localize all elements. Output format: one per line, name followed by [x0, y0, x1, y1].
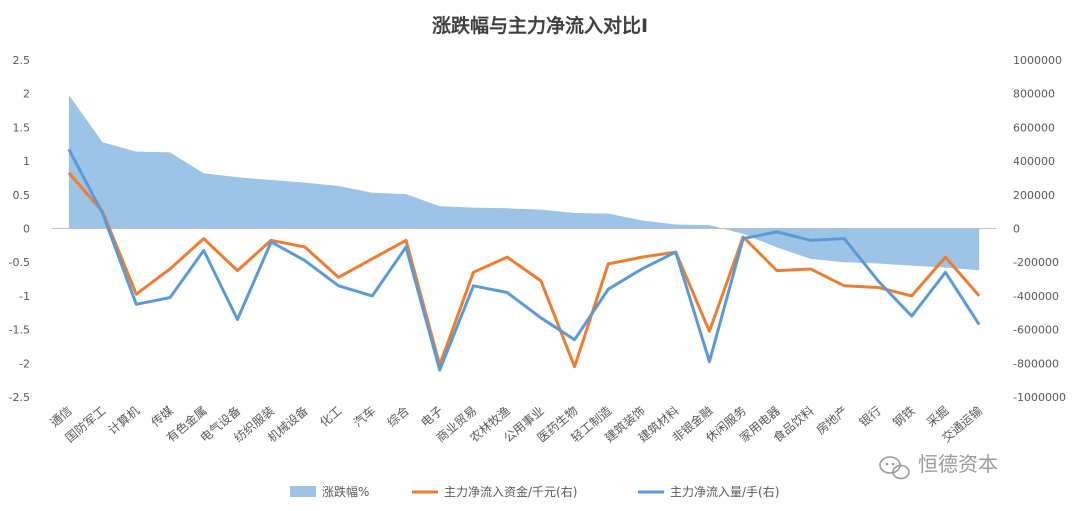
category-label: 钢铁	[890, 404, 917, 430]
left-axis-tick-label: 1	[23, 155, 30, 168]
category-label: 采掘	[923, 403, 951, 430]
chart-title: 涨跌幅与主力净流入对比I	[432, 14, 648, 37]
legend-swatch	[290, 486, 316, 497]
left-axis-tick-label: -1.5	[9, 324, 30, 337]
series-area-change-pct	[68, 95, 980, 271]
watermark-text: 恒德资本	[918, 452, 998, 476]
category-label: 综合	[384, 403, 412, 430]
left-axis-tick-label: -1	[19, 290, 30, 303]
series-line-2	[67, 148, 981, 372]
right-axis-tick-label: 1000000	[1013, 54, 1062, 67]
category-label: 银行	[857, 404, 884, 430]
right-axis-tick-label: 200000	[1013, 189, 1055, 202]
left-axis-tick-label: 0	[23, 223, 30, 236]
category-label: 计算机	[105, 403, 142, 438]
right-axis-tick-label: -400000	[1013, 290, 1059, 303]
watermark: 恒德资本	[879, 452, 998, 480]
legend-label: 涨跌幅%	[322, 484, 369, 499]
right-axis-tick-label: -600000	[1013, 324, 1059, 337]
category-label: 房地产	[813, 403, 850, 438]
right-axis-tick-label: -1000000	[1013, 391, 1066, 404]
area-layer	[68, 95, 980, 271]
category-label: 汽车	[350, 403, 378, 430]
category-label: 化工	[317, 404, 344, 430]
right-axis-tick-label: 400000	[1013, 155, 1055, 168]
left-axis-tick-label: 1.5	[13, 121, 31, 134]
category-label: 电子	[418, 404, 445, 430]
right-axis-tick-label: 0	[1013, 223, 1020, 236]
left-axis-tick-label: -2.5	[9, 391, 30, 404]
legend-label: 主力净流入资金/千元(右)	[444, 484, 577, 499]
left-axis-tick-label: 0.5	[13, 189, 31, 202]
legend: 涨跌幅% 主力净流入资金/千元(右) 主力净流入量/手(右)	[290, 484, 779, 499]
series-line-1	[67, 171, 981, 369]
right-axis-tick-label: 800000	[1013, 88, 1055, 101]
legend-label: 主力净流入量/手(右)	[670, 484, 779, 499]
line-layer	[67, 148, 981, 372]
right-axis-tick-label: -800000	[1013, 357, 1059, 370]
right-axis-tick-label: 600000	[1013, 121, 1055, 134]
left-axis-tick-label: -2	[19, 357, 30, 370]
category-label: 传媒	[148, 403, 176, 430]
left-axis-tick-label: 2	[23, 88, 30, 101]
right-axis-tick-label: -200000	[1013, 256, 1059, 269]
axis-layer: 2.5 2 1.5 1 0.5 0 -0.5 -1 -1.5 -2 -2.5 1000000 80000…	[9, 54, 1066, 404]
left-axis-tick-label: 2.5	[13, 54, 31, 67]
left-axis-tick-label: -0.5	[9, 256, 30, 269]
wechat-icon	[879, 456, 910, 480]
category-label: 通信	[47, 404, 74, 430]
